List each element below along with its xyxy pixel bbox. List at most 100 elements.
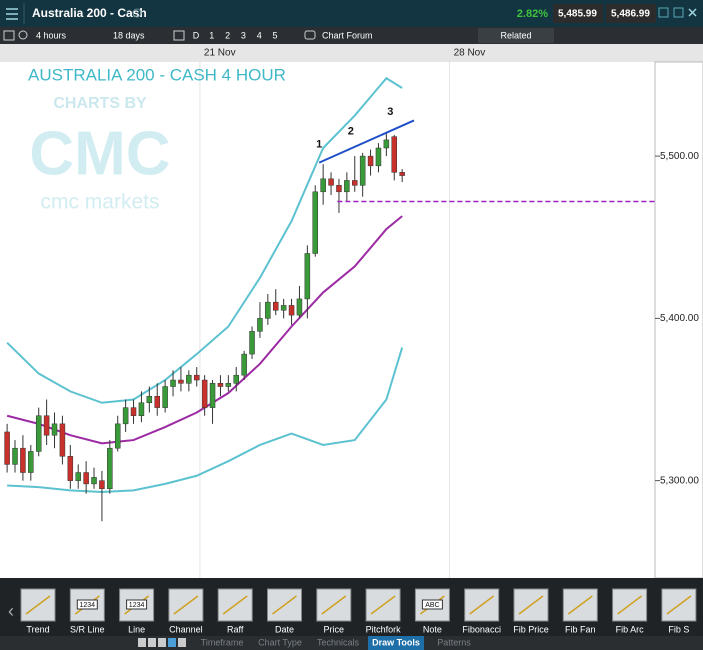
tool-glyph[interactable] [222, 595, 248, 615]
calendar-icon[interactable] [173, 30, 185, 41]
candle-body [99, 480, 105, 490]
candle-body [35, 415, 42, 452]
tool-glyph[interactable] [666, 595, 692, 615]
forum-icon[interactable] [304, 30, 316, 40]
band-line [7, 347, 404, 494]
tool-glyph[interactable] [173, 595, 199, 615]
candle-body [233, 374, 239, 384]
icon[interactable] [658, 7, 669, 18]
tool-icon-text[interactable]: 1234 [129, 602, 145, 609]
tab-icon[interactable] [168, 638, 176, 647]
icon[interactable] [673, 7, 684, 18]
tool-label[interactable]: Note [423, 624, 442, 634]
tool-label[interactable]: S/R Line [70, 624, 105, 634]
level-button[interactable]: 5 [272, 30, 277, 40]
candle-body [201, 379, 208, 408]
change: 2.82% [517, 8, 548, 20]
candle-body [272, 301, 279, 311]
annotation: 1 [316, 138, 322, 150]
level-button[interactable]: D [193, 30, 200, 40]
tab[interactable]: Timeframe [201, 637, 244, 647]
tool-label[interactable]: Price [324, 624, 345, 634]
close-icon[interactable] [688, 8, 697, 17]
tool-icon[interactable] [365, 588, 401, 622]
tab-icon[interactable] [178, 638, 186, 647]
tool-label[interactable]: Pitchfork [366, 624, 402, 634]
tab-icon[interactable] [158, 638, 166, 647]
interval[interactable]: 4 hours [36, 30, 67, 40]
buy-button[interactable] [606, 4, 656, 23]
candle-body [367, 155, 374, 167]
tool-label[interactable]: Trend [26, 624, 49, 634]
tool-glyph[interactable] [321, 595, 347, 615]
tool-glyph[interactable] [469, 595, 495, 615]
tool-glyph[interactable] [25, 595, 51, 615]
tool-icon-text[interactable]: ABC [425, 602, 439, 609]
watermark-logo: CMC [29, 119, 170, 188]
buy-price[interactable]: 5,486.99 [611, 9, 650, 20]
tab[interactable]: Patterns [437, 637, 471, 647]
candle-body [154, 396, 160, 408]
chart-title: AUSTRALIA 200 - CASH 4 HOUR [28, 65, 286, 84]
candle-body [225, 383, 232, 387]
tool-label[interactable]: Fib Arc [616, 624, 645, 634]
candle-body [43, 415, 50, 436]
tool-label[interactable]: Line [128, 624, 145, 634]
tool-label[interactable]: Fibonacci [462, 624, 501, 634]
tool-glyph[interactable] [272, 595, 297, 615]
tab-icon[interactable] [148, 638, 156, 647]
candle-body [241, 353, 247, 376]
level-button[interactable]: 4 [257, 30, 262, 40]
tool-icon-text[interactable]: 1234 [80, 602, 96, 609]
sell-price[interactable]: 5,485.99 [558, 9, 597, 20]
level-button[interactable]: 2 [225, 30, 230, 40]
candle-body [75, 472, 81, 481]
tool-label[interactable]: Raff [227, 624, 244, 634]
candle-body [249, 331, 255, 355]
date-bar [0, 44, 703, 62]
related-button[interactable] [478, 28, 554, 43]
scroll-left[interactable]: ‹ [8, 601, 14, 621]
band-line [6, 76, 403, 404]
tool-label[interactable]: Fib S [668, 624, 689, 634]
candle-body [312, 191, 319, 254]
tool-glyph[interactable] [421, 599, 443, 610]
tool-label[interactable]: Fib Fan [565, 624, 596, 634]
menu-icon[interactable] [6, 8, 18, 20]
tab[interactable]: Chart Type [258, 637, 302, 647]
instrument-title: Australia 200 - Cash [32, 6, 147, 20]
candle-body [288, 305, 295, 316]
tab[interactable]: Technicals [317, 637, 360, 647]
trend-line [318, 119, 415, 164]
tool-label[interactable]: Date [275, 624, 294, 634]
tool-label[interactable]: Channel [169, 624, 203, 634]
settings-icon[interactable] [18, 30, 28, 40]
tool-glyph[interactable] [567, 595, 593, 615]
candle-body [352, 180, 358, 186]
tool-glyph[interactable] [76, 599, 98, 610]
tool-glyph[interactable] [617, 595, 643, 615]
tab-active[interactable] [368, 636, 424, 650]
candle-body [20, 447, 26, 473]
candle-body [375, 147, 382, 167]
annotation: 2 [348, 125, 354, 137]
search-icon[interactable] [132, 8, 142, 18]
candle-body [280, 305, 287, 311]
sell-button[interactable] [553, 4, 603, 23]
tool-glyph[interactable] [126, 599, 148, 610]
related[interactable]: Related [500, 30, 531, 40]
candle-body [83, 472, 89, 485]
level-button[interactable]: 1 [209, 30, 214, 40]
candle-body [146, 396, 153, 404]
icon[interactable] [3, 30, 15, 41]
level-button[interactable]: 3 [241, 30, 246, 40]
tool-glyph[interactable] [518, 595, 544, 615]
range[interactable]: 18 days [113, 30, 145, 40]
tool-glyph[interactable] [370, 595, 396, 615]
tab[interactable]: Draw Tools [372, 637, 420, 647]
candle-body [399, 172, 405, 176]
tool-label[interactable]: Fib Price [513, 624, 549, 634]
forum[interactable]: Chart Forum [322, 30, 373, 40]
tab-icon[interactable] [138, 638, 146, 647]
